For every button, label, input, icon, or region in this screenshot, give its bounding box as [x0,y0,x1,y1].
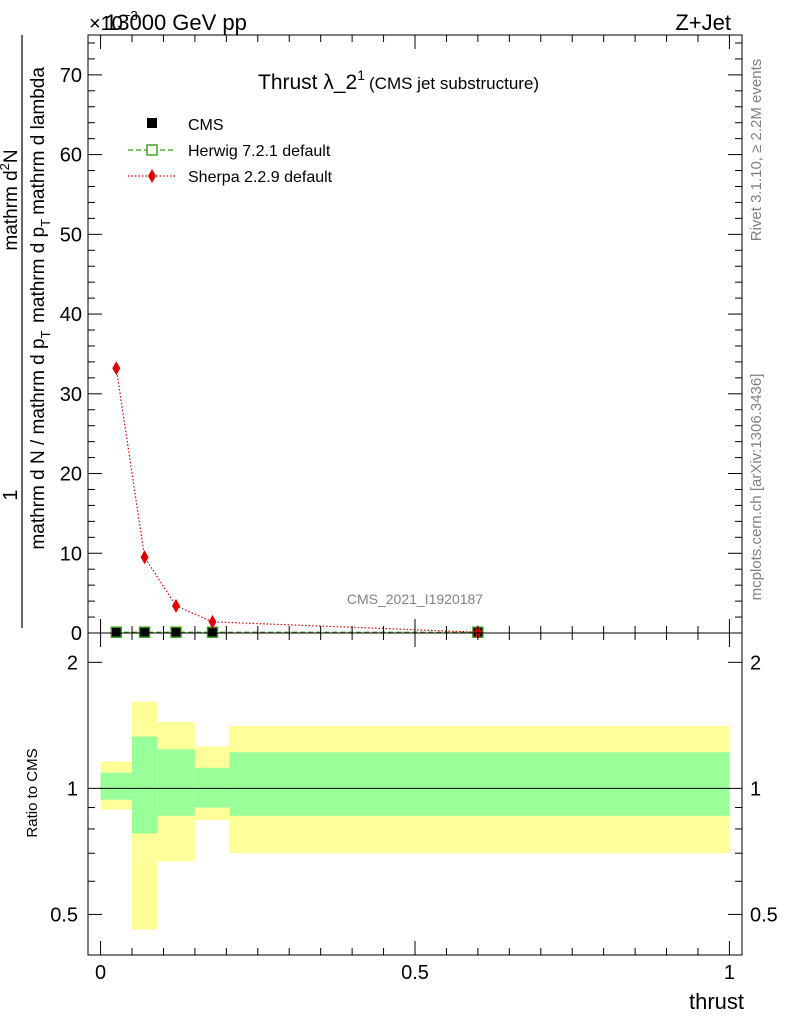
ratio-y-tick-label-right: 1 [750,778,761,800]
data-point-cms [111,627,122,638]
header-process: Z+Jet [675,10,731,35]
chart-title-suffix: (CMS jet substructure) [369,74,539,93]
analysis-label: CMS_2021_I1920187 [347,591,483,607]
main-y-tick-label: 0 [71,623,82,645]
legend-item-sherpa: Sherpa 2.2.9 default [128,169,333,186]
main-y-axis-label: 1 mathrm d N / mathrm d pT mathrm d2N ma… [0,35,53,628]
ratio-band-inner [229,752,730,816]
y-label-denominator-main-text: mathrm d p [28,227,49,323]
ratio-band-inner [194,767,230,808]
main-plot-frame [87,34,743,634]
data-point-cms [171,627,182,638]
main-plot: 0 10 20 30 40 50 60 70 [60,34,743,645]
ratio-band-inner [100,772,133,800]
data-point-herwig [170,626,182,638]
main-y-tick-label: 20 [60,464,82,486]
data-point-sherpa [172,598,181,613]
ratio-y-tick-label: 2 [67,652,78,674]
data-point-cms [139,627,150,638]
ratio-y-tick-label-right: 0.5 [750,904,778,926]
x-tick-label: 1 [724,962,735,984]
y-label-denominator-main-tail: mathrm d lambda [28,67,49,215]
ratio-band-inner [132,736,158,834]
data-point-herwig [138,626,151,638]
ratio-y-tick-label: 0.5 [50,904,78,926]
legend-marker-cms [147,118,157,128]
y-label-denominator-pre-text: mathrm d N / mathrm d p [28,338,49,549]
y-label-numerator-pre: 1 [0,489,22,500]
x-tick-label: 0 [95,962,106,984]
data-point-cms [207,627,218,638]
main-plot-content [110,361,484,640]
data-point-herwig [110,626,122,638]
y-label-denominator-main-sub: T [38,219,53,227]
y-label-denominator-main: mathrm d pTmathrm d lambda [28,67,53,323]
y-multiplier: ×10−3 [89,8,138,35]
chart-title-main: Thrust λ_2 [258,71,357,94]
main-y-tick-label: 30 [60,384,82,406]
legend-marker-herwig [146,144,158,156]
ratio-plot: 0.5 0.51 12 2 0 0.5 1 [50,632,778,984]
main-y-tick-label: 70 [60,65,82,87]
legend-item-cms: CMS [147,117,224,134]
legend-label-sherpa: Sherpa 2.2.9 default [188,169,333,186]
main-y-tick-label: 10 [60,543,82,565]
y-label-numerator-main: mathrm d2N [0,149,22,250]
chart-title-superscript: 1 [357,67,365,83]
ratio-y-axis-label: Ratio to CMS [24,748,41,837]
ratio-y-axis: 0.5 0.5 1 1 2 2 [50,652,778,956]
y-multiplier-exponent: −3 [123,8,138,23]
ratio-band-inner [157,749,195,816]
x-axis-label: thrust [689,989,744,1014]
data-point-sherpa [140,550,149,565]
data-point-sherpa [208,614,217,629]
y-label-numerator-main-text: mathrm d [1,170,22,250]
legend-item-herwig: Herwig 7.2.1 default [128,143,331,160]
y-label-numerator-main-tail: N [1,149,22,163]
main-y-tick-label: 60 [60,145,82,167]
ratio-y-tick-label-right: 2 [750,652,761,674]
y-multiplier-base: ×10 [89,13,123,35]
y-label-denominator-pre: mathrm d N / mathrm d pT [28,330,53,549]
y-label-denominator-pre-sub: T [38,330,53,338]
y-label-numerator-main-sup: 2 [0,163,12,170]
legend-marker-sherpa [148,169,156,183]
legend-label-cms: CMS [188,117,224,134]
main-y-tick-label: 50 [60,224,82,246]
chart-title: Thrust λ_21 (CMS jet substructure) [258,67,539,94]
data-point-sherpa [112,361,121,376]
x-tick-label: 0.5 [401,962,429,984]
legend: CMS Herwig 7.2.1 default Sherpa 2.2.9 de… [128,117,333,186]
side-label-rivet: Rivet 3.1.10, ≥ 2.2M events [748,59,765,242]
ratio-x-axis: 0 0.5 1 [95,633,735,984]
main-y-axis: 0 10 20 30 40 50 60 70 [60,42,742,645]
header-energy: 13000 GeV pp [105,10,247,35]
ratio-y-tick-label: 1 [67,778,78,800]
ratio-plot-content [100,701,730,930]
side-label-mcplots: mcplots.cern.ch [arXiv:1306.3436] [748,374,765,601]
main-x-axis [100,35,730,633]
legend-label-herwig: Herwig 7.2.1 default [188,143,331,160]
main-y-tick-label: 40 [60,304,82,326]
